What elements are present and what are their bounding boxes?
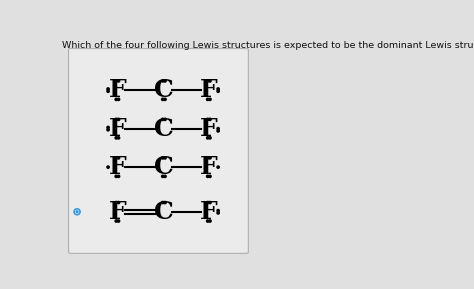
Circle shape <box>164 98 166 101</box>
Circle shape <box>115 201 118 204</box>
Text: F: F <box>109 155 126 179</box>
Circle shape <box>217 127 219 130</box>
Circle shape <box>217 90 219 92</box>
Text: F: F <box>109 200 126 224</box>
Circle shape <box>162 157 164 159</box>
Circle shape <box>217 166 219 168</box>
Circle shape <box>118 118 120 121</box>
Circle shape <box>209 157 211 159</box>
Circle shape <box>217 212 219 214</box>
Circle shape <box>209 118 211 121</box>
Text: Which of the four following Lewis structures is expected to be the dominant Lewi: Which of the four following Lewis struct… <box>63 41 474 50</box>
Circle shape <box>162 201 164 204</box>
Circle shape <box>164 175 166 177</box>
Circle shape <box>164 80 166 82</box>
Circle shape <box>217 130 219 132</box>
Circle shape <box>76 211 78 213</box>
Text: F: F <box>200 117 218 141</box>
Text: C: C <box>154 117 174 141</box>
Circle shape <box>162 118 164 121</box>
Circle shape <box>164 118 166 121</box>
Circle shape <box>209 137 211 139</box>
Circle shape <box>115 98 118 101</box>
Circle shape <box>118 80 120 82</box>
Circle shape <box>115 80 118 82</box>
Circle shape <box>162 80 164 82</box>
Text: C: C <box>154 78 174 102</box>
Circle shape <box>209 201 211 204</box>
Circle shape <box>115 157 118 159</box>
Circle shape <box>115 220 118 222</box>
Circle shape <box>207 137 209 139</box>
Circle shape <box>118 137 120 139</box>
Circle shape <box>74 209 80 215</box>
Circle shape <box>164 157 166 159</box>
Circle shape <box>115 175 118 177</box>
Text: F: F <box>200 200 218 224</box>
FancyBboxPatch shape <box>69 49 248 253</box>
Text: C: C <box>154 155 174 179</box>
Circle shape <box>207 118 209 121</box>
Circle shape <box>118 175 120 177</box>
Circle shape <box>115 118 118 121</box>
Text: F: F <box>109 117 126 141</box>
Circle shape <box>107 126 109 129</box>
Circle shape <box>107 166 109 168</box>
Circle shape <box>107 90 109 92</box>
Circle shape <box>118 157 120 159</box>
Circle shape <box>162 98 164 101</box>
Circle shape <box>207 98 209 101</box>
Circle shape <box>118 201 120 204</box>
Circle shape <box>118 98 120 101</box>
Text: C: C <box>154 200 174 224</box>
Circle shape <box>207 80 209 82</box>
Text: F: F <box>200 78 218 102</box>
Circle shape <box>207 157 209 159</box>
Circle shape <box>162 175 164 177</box>
Circle shape <box>76 210 79 213</box>
Circle shape <box>209 98 211 101</box>
Circle shape <box>115 137 118 139</box>
Text: F: F <box>200 155 218 179</box>
Circle shape <box>207 201 209 204</box>
Circle shape <box>209 220 211 222</box>
Circle shape <box>217 210 219 212</box>
Circle shape <box>107 129 109 131</box>
Circle shape <box>209 175 211 177</box>
Circle shape <box>209 80 211 82</box>
Circle shape <box>164 201 166 204</box>
Text: F: F <box>109 78 126 102</box>
Circle shape <box>118 220 120 222</box>
Circle shape <box>217 88 219 90</box>
Circle shape <box>107 88 109 90</box>
Circle shape <box>207 175 209 177</box>
Circle shape <box>207 220 209 222</box>
